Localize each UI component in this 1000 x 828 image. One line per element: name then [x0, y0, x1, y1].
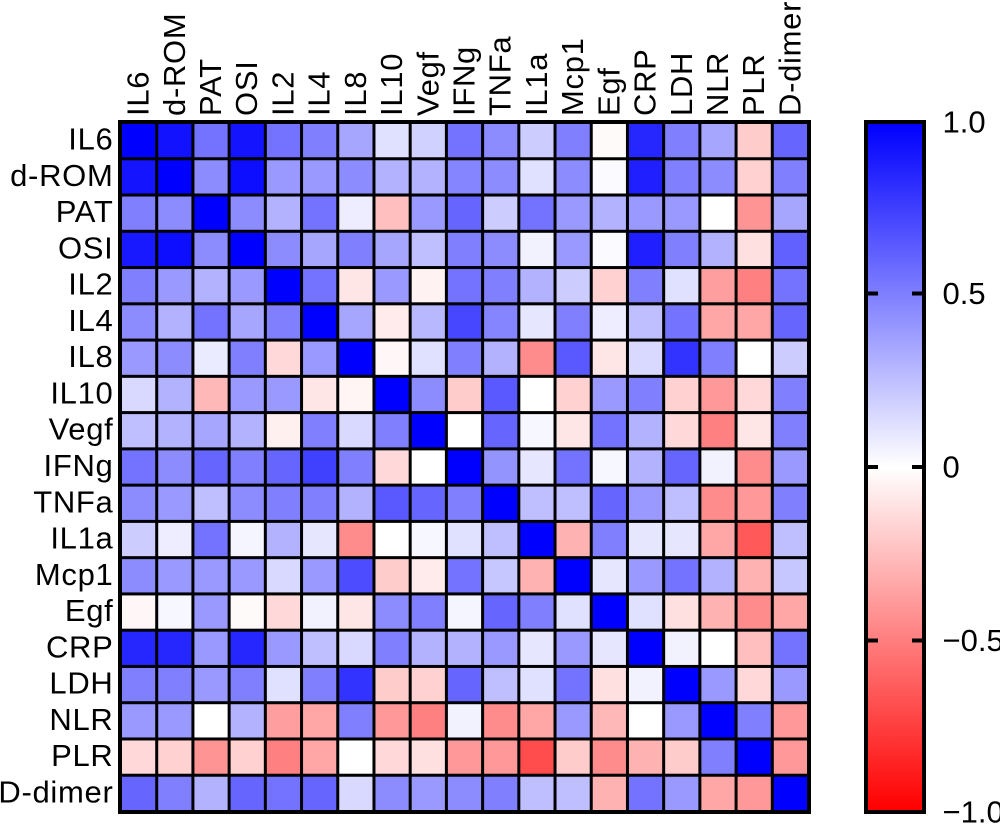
svg-text:IFNg: IFNg — [447, 46, 482, 116]
svg-text:IL10: IL10 — [50, 375, 113, 410]
svg-text:IL8: IL8 — [68, 339, 113, 374]
svg-text:Vegf: Vegf — [49, 412, 114, 447]
svg-text:TNFa: TNFa — [33, 484, 113, 519]
svg-text:IL2: IL2 — [68, 267, 113, 302]
svg-text:IL1a: IL1a — [50, 521, 113, 556]
svg-text:IL4: IL4 — [68, 303, 113, 338]
svg-text:OSI: OSI — [229, 60, 264, 116]
svg-text:IL2: IL2 — [265, 71, 300, 116]
svg-text:IL10: IL10 — [374, 53, 409, 116]
svg-text:0: 0 — [943, 450, 960, 485]
svg-text:TNFa: TNFa — [483, 36, 518, 116]
svg-text:PAT: PAT — [193, 58, 228, 116]
svg-text:PLR: PLR — [736, 54, 771, 116]
svg-text:−0.5: −0.5 — [943, 623, 1000, 658]
svg-text:LDH: LDH — [664, 52, 699, 116]
svg-text:Vegf: Vegf — [410, 51, 445, 116]
svg-text:LDH: LDH — [49, 666, 113, 701]
svg-text:CRP: CRP — [46, 629, 114, 664]
svg-text:D-dimer: D-dimer — [0, 774, 114, 809]
svg-text:−1.0: −1.0 — [943, 795, 1000, 824]
svg-text:d-ROM: d-ROM — [10, 158, 113, 193]
svg-text:1.0: 1.0 — [943, 105, 986, 140]
svg-text:PAT: PAT — [56, 194, 114, 229]
svg-text:IL6: IL6 — [68, 122, 113, 157]
svg-text:CRP: CRP — [628, 48, 663, 116]
svg-text:Mcp1: Mcp1 — [555, 37, 590, 116]
svg-text:NLR: NLR — [700, 52, 735, 116]
svg-text:Mcp1: Mcp1 — [35, 557, 114, 592]
svg-text:Egf: Egf — [591, 67, 626, 116]
svg-text:D-dimer: D-dimer — [772, 1, 807, 116]
svg-text:OSI: OSI — [58, 230, 114, 265]
svg-text:IFNg: IFNg — [44, 448, 114, 483]
svg-text:IL4: IL4 — [302, 71, 337, 116]
svg-text:d-ROM: d-ROM — [157, 13, 192, 116]
svg-text:PLR: PLR — [51, 738, 113, 773]
svg-text:IL8: IL8 — [338, 71, 373, 116]
svg-text:NLR: NLR — [49, 702, 113, 737]
svg-text:0.5: 0.5 — [943, 276, 986, 311]
svg-text:IL6: IL6 — [121, 71, 156, 116]
svg-text:Egf: Egf — [65, 593, 114, 628]
svg-text:IL1a: IL1a — [519, 53, 554, 116]
